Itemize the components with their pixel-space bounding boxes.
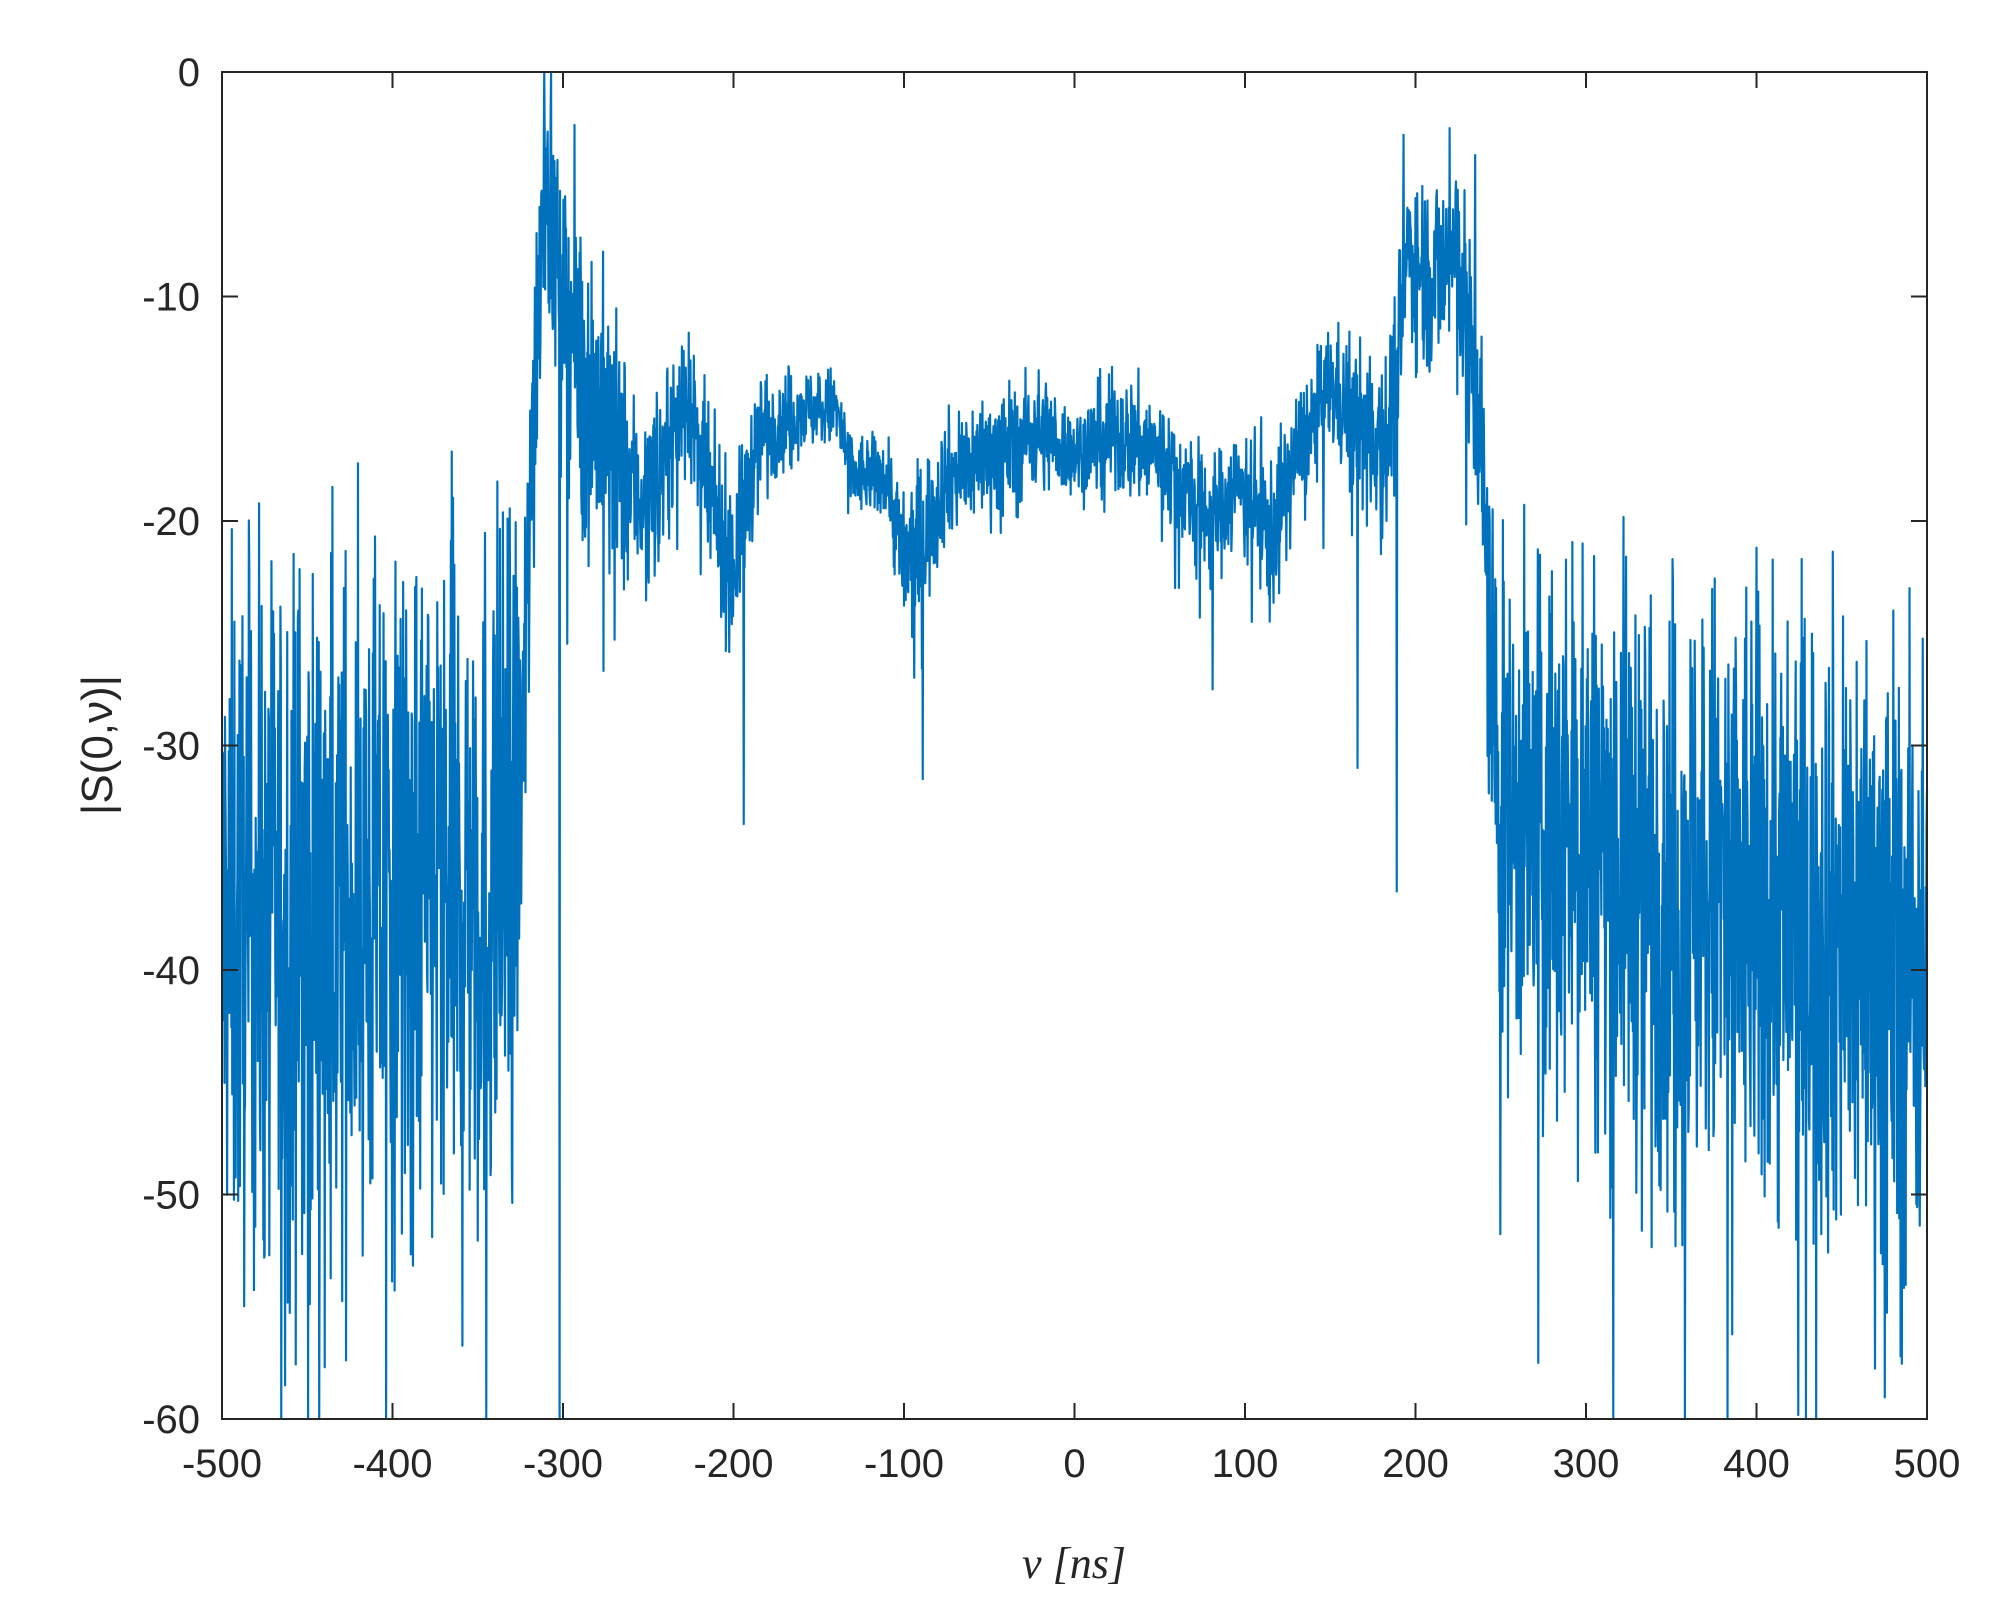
x-axis-label: ν [ns] (1022, 1539, 1126, 1588)
series-line (220, 70, 1929, 1421)
x-tick-label: 200 (1382, 1442, 1449, 1486)
y-tick-label: -30 (142, 725, 200, 769)
x-tick-label: -200 (693, 1442, 773, 1486)
x-axis-label-text: ν [ns] (1022, 1539, 1126, 1588)
x-tick-label: 500 (1894, 1442, 1961, 1486)
ticks-layer: -500 -400 -300 -200 -100 0 100 200 300 400 500-60-… (142, 51, 1960, 1486)
x-tick-label: 300 (1553, 1442, 1620, 1486)
x-tick-label: -300 (523, 1442, 603, 1486)
y-tick-label: 0 (178, 51, 200, 95)
x-tick-label: 400 (1723, 1442, 1790, 1486)
x-tick-label: 100 (1212, 1442, 1279, 1486)
x-tick-label: -500 (182, 1442, 262, 1486)
x-tick-label: -400 (352, 1442, 432, 1486)
series-layer (220, 70, 1929, 1421)
x-tick-label: -100 (864, 1442, 944, 1486)
y-tick-label: -50 (142, 1174, 200, 1218)
y-axis-label: |S(0,ν)| (73, 675, 122, 815)
y-tick-label: -60 (142, 1398, 200, 1442)
y-axis-label-text: |S(0,ν)| (73, 675, 122, 815)
y-tick-label: -40 (142, 949, 200, 993)
x-tick-label: 0 (1063, 1442, 1085, 1486)
y-tick-label: -10 (142, 276, 200, 320)
y-tick-label: -20 (142, 500, 200, 544)
